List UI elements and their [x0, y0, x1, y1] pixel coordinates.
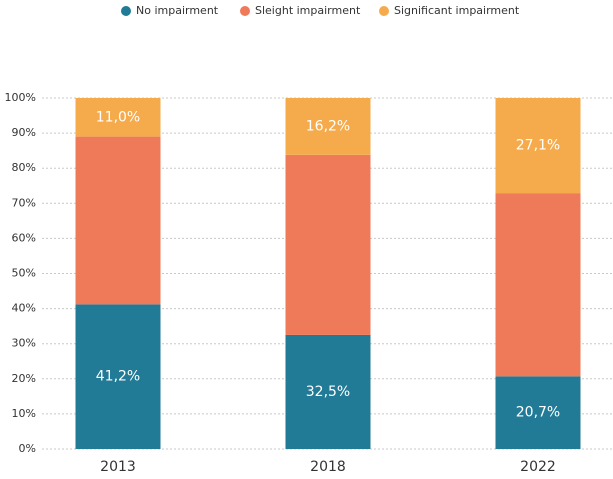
y-tick-label: 50% [12, 267, 36, 280]
value-label: 20,7% [516, 405, 560, 421]
legend-label: No impairment [136, 4, 219, 17]
legend-label: Significant impairment [394, 4, 520, 17]
y-tick-label: 0% [19, 442, 36, 455]
value-label: 32,5% [306, 384, 350, 400]
x-tick-label: 2013 [100, 459, 136, 475]
legend-marker [121, 6, 131, 16]
y-tick-label: 90% [12, 126, 36, 139]
value-label: 16,2% [306, 118, 350, 134]
value-label: 11,0% [96, 109, 140, 125]
bar-segment [285, 334, 371, 449]
bar-segment [75, 304, 161, 449]
value-label: 27,1% [516, 138, 560, 154]
x-tick-label: 2022 [520, 459, 556, 475]
y-tick-label: 20% [12, 372, 36, 385]
legend-marker [379, 6, 389, 16]
value-label: 41,2% [96, 369, 140, 385]
x-tick-label: 2018 [310, 459, 346, 475]
y-tick-label: 30% [12, 337, 36, 350]
y-tick-label: 100% [5, 91, 36, 104]
y-tick-label: 70% [12, 196, 36, 209]
bar-segment [75, 136, 161, 305]
y-tick-label: 80% [12, 161, 36, 174]
legend-label: Sleight impairment [255, 4, 361, 17]
y-tick-label: 60% [12, 231, 36, 244]
bar-segment [495, 98, 581, 194]
bar-segment [285, 98, 371, 155]
y-tick-label: 10% [12, 407, 36, 420]
bar-segment [495, 376, 581, 449]
bar-segment [495, 193, 581, 377]
y-tick-label: 40% [12, 302, 36, 315]
bar-segment [285, 154, 371, 335]
bar-segment [75, 98, 161, 137]
legend-marker [240, 6, 250, 16]
